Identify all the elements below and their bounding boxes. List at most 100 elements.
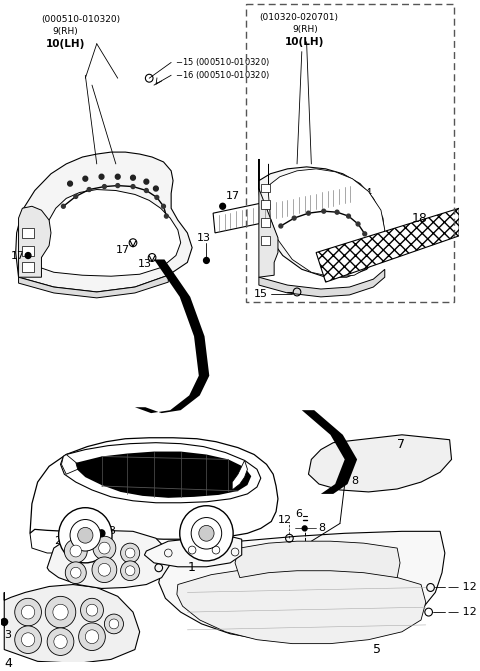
Bar — [23, 228, 34, 238]
Text: 17: 17 — [11, 250, 25, 260]
Text: 3: 3 — [4, 630, 11, 639]
Polygon shape — [213, 184, 356, 233]
Circle shape — [347, 214, 350, 218]
Circle shape — [98, 530, 105, 537]
Circle shape — [131, 185, 135, 189]
Circle shape — [116, 184, 120, 188]
Circle shape — [162, 204, 166, 208]
Text: 14: 14 — [359, 189, 373, 199]
Circle shape — [22, 633, 35, 647]
Text: 10(LH): 10(LH) — [46, 39, 85, 49]
Polygon shape — [259, 269, 385, 297]
Circle shape — [120, 543, 140, 563]
Text: 17: 17 — [116, 245, 130, 254]
Circle shape — [99, 174, 104, 179]
Polygon shape — [159, 531, 445, 641]
Circle shape — [61, 204, 65, 208]
Polygon shape — [47, 530, 169, 588]
Polygon shape — [16, 152, 192, 292]
Circle shape — [322, 209, 325, 213]
Circle shape — [15, 626, 41, 654]
Circle shape — [99, 542, 110, 554]
Text: 6: 6 — [295, 509, 302, 519]
Circle shape — [292, 216, 296, 220]
Circle shape — [279, 224, 283, 228]
Text: 13: 13 — [197, 233, 211, 243]
Text: — 12: — 12 — [448, 582, 477, 592]
Polygon shape — [316, 208, 459, 282]
Circle shape — [335, 210, 339, 214]
Text: 2: 2 — [54, 536, 61, 546]
Circle shape — [71, 567, 81, 578]
Text: $\mathdefault{-}$15 (000510-010320): $\mathdefault{-}$15 (000510-010320) — [175, 56, 270, 68]
Circle shape — [47, 628, 74, 656]
Circle shape — [165, 214, 168, 218]
Circle shape — [59, 508, 112, 563]
Bar — [261, 201, 270, 209]
Polygon shape — [19, 206, 51, 277]
Text: $\mathdefault{-}$16 (000510-010320): $\mathdefault{-}$16 (000510-010320) — [175, 69, 270, 81]
Text: 4: 4 — [4, 657, 12, 670]
Polygon shape — [235, 541, 400, 578]
Polygon shape — [177, 567, 426, 643]
Circle shape — [54, 635, 67, 649]
Polygon shape — [268, 164, 385, 277]
Circle shape — [125, 566, 135, 576]
Circle shape — [83, 176, 88, 181]
Polygon shape — [76, 452, 251, 498]
Circle shape — [115, 174, 120, 179]
Circle shape — [180, 506, 233, 561]
Text: 8: 8 — [318, 523, 325, 533]
Text: (010320-020701): (010320-020701) — [259, 13, 338, 21]
Text: 18: 18 — [411, 211, 427, 225]
Bar — [261, 184, 270, 193]
Circle shape — [144, 179, 149, 184]
Circle shape — [363, 232, 367, 236]
Polygon shape — [259, 159, 385, 277]
Text: — 12: — 12 — [448, 607, 477, 617]
Text: 17: 17 — [226, 191, 240, 201]
Bar — [261, 218, 270, 227]
Circle shape — [92, 557, 117, 582]
Text: (000510-010320): (000510-010320) — [41, 15, 120, 23]
Polygon shape — [19, 275, 168, 298]
Circle shape — [131, 175, 135, 180]
Circle shape — [25, 252, 31, 258]
Circle shape — [104, 614, 123, 634]
Polygon shape — [30, 437, 278, 539]
Circle shape — [103, 185, 106, 189]
Circle shape — [154, 186, 158, 191]
Polygon shape — [232, 460, 248, 490]
Circle shape — [78, 527, 93, 543]
Text: 12: 12 — [278, 515, 292, 525]
Circle shape — [68, 181, 72, 186]
Circle shape — [125, 548, 135, 558]
Circle shape — [64, 539, 87, 563]
Polygon shape — [60, 443, 261, 503]
Circle shape — [81, 599, 103, 622]
Circle shape — [79, 623, 105, 650]
Text: 5: 5 — [373, 643, 381, 656]
Circle shape — [15, 599, 41, 626]
Circle shape — [120, 561, 140, 580]
Text: 9(RH): 9(RH) — [52, 28, 78, 36]
Circle shape — [86, 604, 98, 616]
Circle shape — [45, 597, 76, 628]
Circle shape — [74, 195, 78, 199]
Circle shape — [109, 619, 119, 629]
Circle shape — [155, 195, 159, 199]
Bar — [261, 236, 270, 245]
Polygon shape — [135, 260, 209, 413]
Text: 7: 7 — [397, 438, 405, 451]
Text: 10(LH): 10(LH) — [285, 37, 324, 47]
Circle shape — [93, 536, 116, 560]
Circle shape — [53, 604, 68, 620]
Text: 8: 8 — [351, 476, 359, 486]
Circle shape — [220, 203, 226, 209]
Circle shape — [199, 525, 214, 541]
Polygon shape — [259, 159, 278, 277]
Polygon shape — [302, 410, 357, 494]
Bar — [23, 262, 34, 272]
Circle shape — [1, 619, 8, 625]
Circle shape — [356, 222, 360, 226]
